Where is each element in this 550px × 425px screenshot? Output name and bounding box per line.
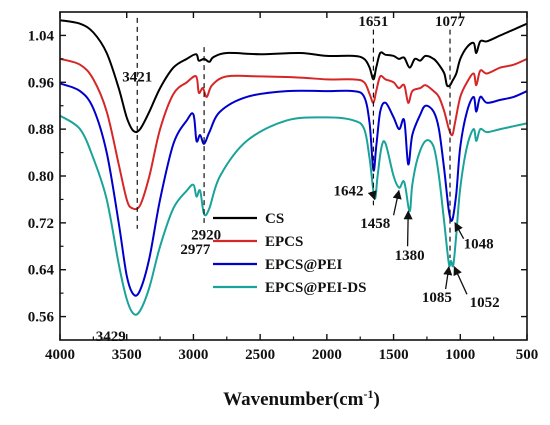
peak-label-5: 1380	[395, 248, 425, 264]
y-tick-label-4: 0.88	[28, 122, 54, 138]
series-line-3	[60, 114, 527, 316]
peak-label-4: 1458	[360, 216, 390, 232]
peak-arrow-0	[367, 190, 377, 201]
series-line-1	[60, 57, 527, 211]
x-tick-label-3: 2500	[245, 347, 275, 363]
legend-label-1: EPCS	[265, 234, 303, 250]
peak-label-11: 3429	[96, 329, 126, 345]
peak-arrow-5	[453, 265, 468, 295]
legend-label-0: CS	[265, 211, 284, 227]
peak-label-1: 1651	[358, 14, 388, 30]
peak-label-8: 1052	[470, 295, 500, 311]
legend: CS EPCS EPCS@PEI EPCS@PEI-DS	[213, 211, 366, 296]
spectrum-curves	[60, 19, 527, 316]
y-tick-label-1: 0.64	[28, 263, 55, 279]
peak-label-9: 2977	[180, 242, 211, 258]
x-tick-label-7: 500	[516, 347, 539, 363]
peak-arrow-2	[403, 210, 413, 247]
y-tick-label-0: 0.56	[28, 310, 55, 326]
legend-label-2: EPCS@PEI	[265, 257, 342, 273]
y-tick-label-5: 0.96	[28, 75, 55, 91]
peak-label-0: 3421	[122, 69, 152, 85]
x-tick-label-1: 3500	[112, 347, 142, 363]
y-tick-label-6: 1.04	[28, 28, 55, 44]
peak-arrow-4	[443, 265, 453, 290]
peak-label-6: 1048	[464, 236, 494, 252]
peak-label-2: 1077	[435, 14, 466, 30]
peak-arrow-1	[392, 189, 402, 216]
plot-axes: 4000 3500 3000 2500 2000 1500 1000 500 0.56 0.64 0…	[28, 11, 539, 410]
series-line-2	[60, 82, 527, 297]
y-tick-label-3: 0.80	[28, 169, 54, 185]
peak-arrow-3	[454, 222, 465, 239]
x-tick-label-6: 1000	[445, 347, 475, 363]
x-tick-label-5: 1500	[379, 347, 409, 363]
peak-label-3: 1642	[334, 184, 364, 200]
peak-label-10: 2920	[191, 228, 221, 244]
x-tick-label-2: 3000	[178, 347, 208, 363]
y-tick-label-2: 0.72	[28, 216, 54, 232]
x-tick-label-4: 2000	[312, 347, 342, 363]
x-axis-title: Wavenumber(cm-1)	[223, 387, 380, 410]
series-line-0	[60, 19, 527, 134]
x-tick-label-0: 4000	[45, 347, 75, 363]
peak-marker-lines	[136, 17, 451, 258]
peak-label-7: 1085	[422, 290, 452, 306]
legend-label-3: EPCS@PEI-DS	[265, 280, 366, 296]
peak-annotations: 3421 1651 1077 1642 1458 1380 1048 1085 1052 2977…	[96, 14, 500, 345]
